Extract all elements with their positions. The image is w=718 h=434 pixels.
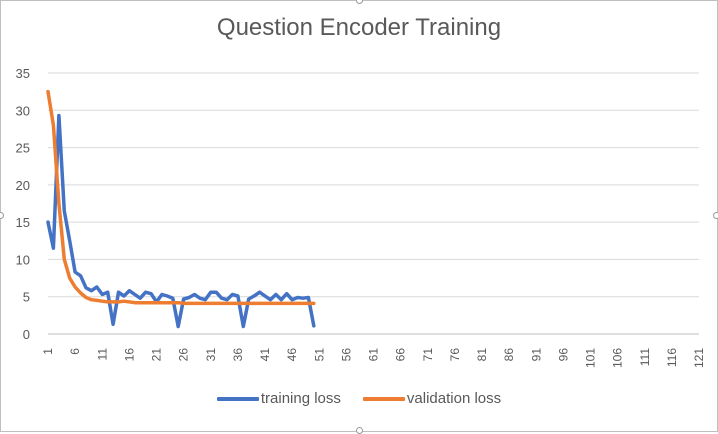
x-tick-label: 41 bbox=[258, 348, 272, 362]
legend: training loss validation loss bbox=[0, 390, 718, 407]
right-resize-handle[interactable] bbox=[713, 212, 718, 219]
legend-label-validation-loss: validation loss bbox=[406, 390, 502, 407]
legend-swatch-validation-loss bbox=[362, 396, 405, 401]
x-tick-label: 1 bbox=[41, 348, 55, 355]
top-resize-handle[interactable] bbox=[356, 0, 363, 4]
x-tick-label: 61 bbox=[367, 348, 381, 362]
legend-item-training-loss: training loss bbox=[216, 390, 341, 407]
y-tick-label: 25 bbox=[16, 141, 30, 156]
series-line-training-loss bbox=[46, 113, 316, 329]
x-tick-label: 111 bbox=[638, 348, 652, 367]
y-tick-label: 30 bbox=[16, 103, 30, 118]
legend-label-training-loss: training loss bbox=[260, 390, 341, 407]
y-tick-label: 0 bbox=[23, 327, 30, 342]
x-tick-label: 71 bbox=[421, 348, 435, 362]
x-tick-label: 96 bbox=[556, 348, 570, 362]
series-line-validation-loss bbox=[46, 89, 316, 306]
y-tick-label: 20 bbox=[16, 178, 30, 193]
y-tick-label: 35 bbox=[16, 66, 30, 81]
legend-item-validation-loss: validation loss bbox=[362, 390, 502, 407]
y-tick-label: 10 bbox=[16, 252, 30, 267]
y-tick-label: 15 bbox=[16, 215, 30, 230]
x-tick-label: 81 bbox=[475, 348, 489, 362]
x-tick-label: 101 bbox=[584, 348, 598, 368]
x-tick-label: 51 bbox=[312, 348, 326, 362]
x-tick-label: 76 bbox=[448, 348, 462, 362]
x-tick-label: 16 bbox=[122, 348, 136, 362]
x-tick-label: 21 bbox=[150, 348, 164, 362]
x-tick-label: 86 bbox=[502, 348, 516, 362]
x-tick-label: 46 bbox=[285, 348, 299, 362]
left-resize-handle[interactable] bbox=[0, 212, 4, 219]
x-tick-label: 26 bbox=[177, 348, 191, 362]
x-tick-label: 116 bbox=[665, 348, 679, 367]
legend-swatch-training-loss bbox=[216, 396, 259, 401]
chart-title: Question Encoder Training bbox=[216, 14, 502, 41]
x-tick-label: 66 bbox=[394, 348, 408, 362]
x-tick-label: 6 bbox=[68, 348, 82, 355]
x-tick-label: 31 bbox=[204, 348, 218, 362]
y-tick-label: 5 bbox=[23, 290, 30, 305]
x-tick-label: 106 bbox=[611, 348, 625, 368]
x-tick-label: 121 bbox=[692, 348, 706, 368]
x-tick-label: 36 bbox=[231, 348, 245, 362]
x-tick-label: 91 bbox=[529, 348, 543, 362]
x-tick-label: 56 bbox=[339, 348, 353, 362]
x-tick-label: 11 bbox=[95, 348, 109, 361]
